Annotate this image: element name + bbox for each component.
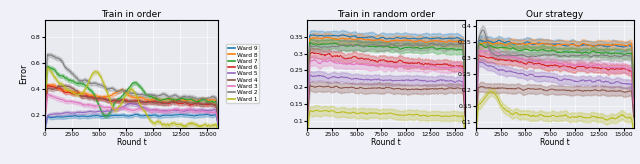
Title: Train in order: Train in order xyxy=(102,10,161,19)
Title: Our strategy: Our strategy xyxy=(526,10,584,19)
Legend: Ward 9, Ward 8, Ward 7, Ward 6, Ward 5, Ward 4, Ward 3, Ward 2, Ward 1: Ward 9, Ward 8, Ward 7, Ward 6, Ward 5, … xyxy=(226,44,259,103)
X-axis label: Round t: Round t xyxy=(116,138,147,147)
X-axis label: Round t: Round t xyxy=(371,138,401,147)
X-axis label: Round t: Round t xyxy=(540,138,570,147)
Title: Train in random order: Train in random order xyxy=(337,10,435,19)
Y-axis label: Error: Error xyxy=(19,63,28,84)
